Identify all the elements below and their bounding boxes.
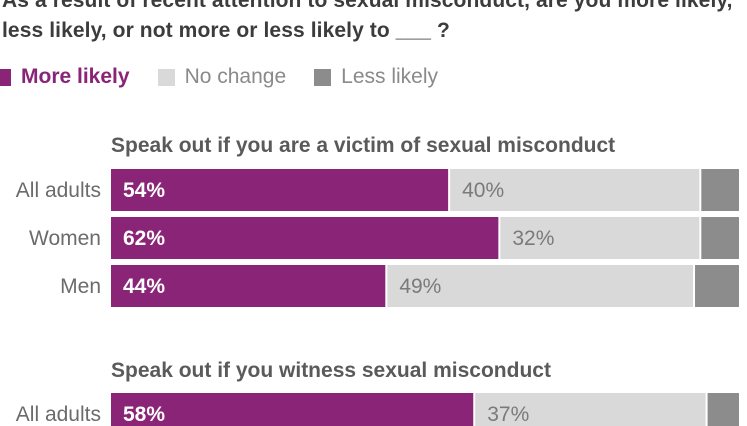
legend-label-no-change: No change <box>184 65 287 88</box>
bar-segment-less-likely <box>695 265 739 307</box>
bar-segment-more-likely <box>111 265 386 307</box>
data-label-no-change: 49% <box>399 275 441 298</box>
data-label-more-likely: 44% <box>123 275 165 298</box>
category-label: All adults <box>16 403 101 426</box>
bar-segment-no-change <box>475 393 706 426</box>
bar-segment-less-likely <box>707 393 739 426</box>
group-title: Speak out if you witness sexual miscondu… <box>111 359 551 382</box>
data-label-more-likely: 58% <box>123 403 165 426</box>
bar-segment-no-change <box>500 217 700 259</box>
legend-item-less-likely: Less likely <box>314 65 438 89</box>
data-label-no-change: 40% <box>462 179 504 202</box>
legend-item-no-change: No change <box>157 65 287 89</box>
bar-segment-more-likely <box>111 169 449 211</box>
chart-title: As a result of recent attention to sexua… <box>2 0 733 42</box>
bar-segment-more-likely <box>111 217 499 259</box>
legend-label-less-likely: Less likely <box>341 65 439 88</box>
legend-swatch-no-change <box>157 68 175 86</box>
bar-segment-more-likely <box>111 393 474 426</box>
legend: More likely No change Less likely <box>0 62 466 92</box>
bar-segment-no-change <box>450 169 700 211</box>
data-label-more-likely: 62% <box>123 227 165 250</box>
category-label: All adults <box>16 179 101 202</box>
bar-segment-no-change <box>387 265 694 307</box>
category-label: Women <box>29 227 101 250</box>
data-label-no-change: 32% <box>512 227 554 250</box>
data-label-more-likely: 54% <box>123 179 165 202</box>
legend-swatch-less-likely <box>314 68 332 86</box>
legend-swatch-more-likely <box>0 68 11 86</box>
data-label-no-change: 37% <box>487 403 529 426</box>
bar-segment-less-likely <box>701 217 739 259</box>
legend-item-more-likely: More likely <box>0 65 130 89</box>
group-title: Speak out if you are a victim of sexual … <box>111 134 615 157</box>
category-label: Men <box>60 275 101 298</box>
legend-label-more-likely: More likely <box>21 65 130 88</box>
bar-segment-less-likely <box>701 169 739 211</box>
